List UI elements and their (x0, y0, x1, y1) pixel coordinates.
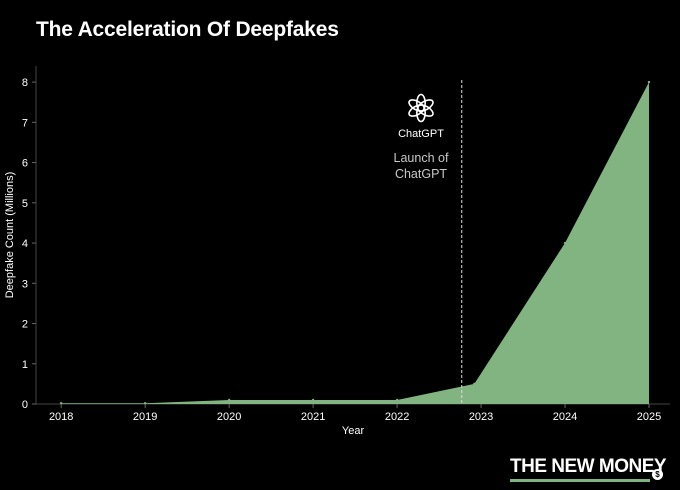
data-point-3 (311, 398, 315, 402)
deepfake-area (61, 82, 650, 404)
deepfake-area-chart: 2018 2019 2020 2021 2022 2023 2024 2025 0 1 2 3 4 5 6 7… (4, 66, 670, 437)
brand-coin-icon: $ (652, 469, 663, 480)
y-axis-label: Deepfake Count (Millions) (4, 172, 16, 299)
chatgpt-annotation: ChatGPT Launch of ChatGPT (394, 80, 463, 404)
chart-title: The Acceleration Of Deepfakes (36, 18, 339, 41)
chatgpt-logo-loop (408, 99, 426, 112)
y-tick-label-5: 5 (22, 198, 28, 210)
data-point-5 (473, 382, 476, 386)
y-tick-label-0: 0 (22, 399, 28, 411)
y-tick-label-1: 1 (22, 359, 28, 371)
x-tick-label-2022: 2022 (385, 411, 409, 423)
chart-marks (59, 80, 651, 405)
y-tick-label-8: 8 (22, 77, 28, 89)
x-tick-label-2024: 2024 (553, 411, 577, 423)
y-tick-label-2: 2 (22, 319, 28, 331)
axes: 2018 2019 2020 2021 2022 2023 2024 2025 0 1 2 3 4 5 6 7… (22, 66, 670, 423)
x-axis-label: Year (342, 425, 365, 437)
y-tick-label-6: 6 (22, 158, 28, 170)
chatgpt-logo-text: ChatGPT (398, 128, 444, 140)
brand-wordmark: THE NEW MONEY (510, 456, 667, 477)
x-tick-label-2025: 2025 (637, 411, 661, 423)
chart-panel: 2018 2019 2020 2021 2022 2023 2024 2025 0 1 2 3 4 5 6 7… (0, 60, 680, 440)
annotation-text-line1: Launch of (394, 151, 449, 165)
data-point-7 (647, 80, 651, 84)
x-tick-label-2018: 2018 (49, 411, 73, 423)
data-point-4 (395, 398, 399, 402)
x-tick-label-2020: 2020 (217, 411, 241, 423)
brand-underline (510, 479, 650, 482)
annotation-text-line2: ChatGPT (395, 167, 447, 181)
data-point-6 (563, 241, 567, 245)
y-tick-label-7: 7 (22, 117, 28, 129)
y-tick-label-4: 4 (22, 238, 28, 250)
data-point-0 (59, 401, 63, 405)
data-point-1 (143, 401, 147, 405)
x-tick-label-2021: 2021 (301, 411, 325, 423)
x-tick-label-2023: 2023 (469, 411, 493, 423)
chatgpt-logo-icon (408, 93, 434, 123)
data-point-2 (227, 398, 231, 402)
y-tick-label-3: 3 (22, 278, 28, 290)
x-tick-label-2019: 2019 (133, 411, 157, 423)
